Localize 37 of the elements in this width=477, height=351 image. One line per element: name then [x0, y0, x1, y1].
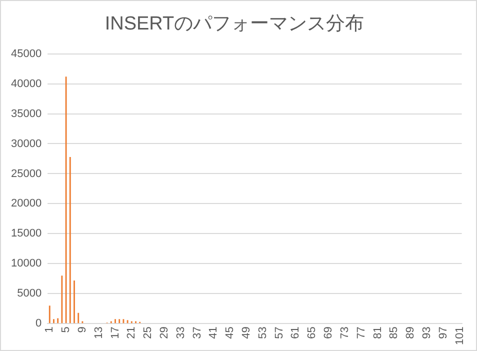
x-tick-label: 81 — [372, 326, 384, 339]
x-tick-label: 101 — [454, 326, 466, 346]
x-tick-label: 61 — [290, 326, 302, 339]
x-tick-label: 93 — [420, 326, 433, 339]
y-tick-label: 25000 — [10, 168, 42, 180]
x-tick-label: 85 — [388, 326, 400, 339]
x-tick-label: 9 — [76, 326, 88, 333]
y-tick-label: 30000 — [10, 138, 42, 150]
x-tick-label: 33 — [174, 326, 187, 339]
x-tick-label: 25 — [142, 326, 154, 339]
x-tick-label: 37 — [191, 326, 204, 339]
y-tick-label: 40000 — [10, 78, 42, 90]
x-tick-label: 65 — [306, 326, 318, 339]
x-tick-label: 73 — [338, 326, 351, 339]
x-tick-label: 41 — [208, 326, 220, 339]
x-tick-label: 53 — [256, 326, 269, 339]
y-tick-label: 35000 — [10, 108, 42, 120]
x-tick-label: 49 — [240, 326, 253, 339]
x-tick-label: 5 — [60, 326, 72, 333]
x-tick-label: 77 — [355, 326, 368, 339]
x-tick-label: 97 — [437, 326, 450, 339]
y-tick-label: 20000 — [10, 198, 42, 210]
x-tick-label: 21 — [126, 326, 138, 339]
x-tick-label: 89 — [404, 326, 417, 339]
x-tick-label: 57 — [273, 326, 286, 339]
x-tick-label: 17 — [109, 326, 122, 339]
x-tick-label: 29 — [158, 326, 170, 339]
y-tick-label: 10000 — [10, 258, 42, 270]
y-tick-label: 5000 — [17, 288, 42, 300]
chart-title: INSERTのパフォーマンス分布 — [104, 14, 364, 35]
x-tick-label: 13 — [92, 326, 105, 339]
x-tick-label: 1 — [44, 326, 56, 333]
x-tick-label: 69 — [322, 326, 335, 339]
y-tick-label: 0 — [35, 318, 42, 330]
x-tick-label: 45 — [224, 326, 236, 339]
y-tick-label: 15000 — [10, 228, 42, 240]
y-tick-label: 45000 — [10, 48, 42, 60]
